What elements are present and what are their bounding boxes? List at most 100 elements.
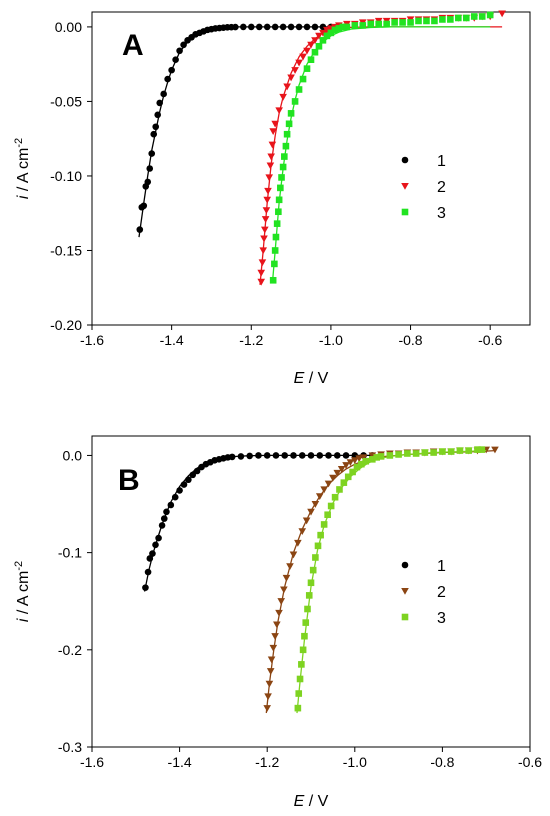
data-point	[287, 74, 295, 82]
data-point	[303, 65, 311, 72]
x-tick-label: -1.0	[343, 754, 367, 770]
data-point	[298, 528, 307, 536]
data-point	[309, 566, 317, 574]
data-point	[369, 456, 376, 463]
data-point	[323, 26, 331, 34]
data-point	[299, 53, 307, 61]
data-point	[431, 17, 438, 25]
x-axis-title: E / V	[294, 370, 329, 387]
x-tick-label: -1.2	[239, 332, 263, 348]
data-point	[267, 656, 276, 664]
data-point	[148, 150, 156, 157]
data-point	[257, 269, 266, 277]
data-point	[295, 86, 303, 93]
data-point	[375, 20, 382, 28]
data-point	[168, 66, 175, 74]
data-point	[294, 704, 302, 712]
data-point	[289, 551, 298, 559]
data-point	[343, 23, 351, 31]
data-point	[295, 690, 303, 697]
data-point	[268, 141, 277, 149]
data-point	[283, 83, 291, 91]
x-tick-label: -0.8	[430, 754, 454, 770]
data-point	[255, 23, 263, 31]
series-3	[294, 446, 487, 714]
data-point	[323, 32, 331, 40]
y-axis-title: i / A cm-2	[13, 561, 32, 622]
legend-label: 1	[437, 153, 446, 170]
legend-marker	[401, 156, 409, 164]
data-point	[263, 705, 271, 712]
data-point	[358, 460, 365, 468]
data-point	[152, 123, 160, 131]
series-2	[263, 446, 499, 714]
data-point	[296, 675, 304, 683]
data-point	[263, 23, 271, 31]
data-point	[269, 276, 277, 284]
data-point	[271, 247, 279, 254]
data-point	[171, 493, 179, 501]
data-point	[395, 451, 402, 458]
legend-marker	[401, 613, 409, 621]
data-point	[265, 174, 273, 182]
data-point	[455, 14, 462, 22]
data-point	[266, 162, 275, 170]
data-point	[373, 454, 380, 461]
data-point	[377, 453, 385, 460]
data-point	[307, 579, 315, 587]
legend-item: 2	[401, 179, 446, 196]
data-point	[317, 531, 324, 539]
data-point	[152, 541, 159, 549]
data-point	[342, 452, 350, 459]
plot-frame	[91, 435, 531, 748]
y-tick-label: -0.10	[50, 168, 82, 184]
data-point	[478, 446, 486, 453]
data-point	[160, 90, 167, 98]
data-point	[465, 447, 472, 454]
data-point	[456, 447, 464, 454]
panel-b: -1.6 -1.4 -1.2 -1.0 -0.8 -0.6 0.0 -0.1 -0.2 -0.3 E…	[13, 435, 542, 810]
data-point	[266, 668, 275, 675]
fit-curve	[138, 26, 347, 238]
data-point	[307, 508, 315, 516]
data-point	[312, 554, 319, 561]
data-point	[302, 619, 310, 626]
data-point	[260, 235, 268, 243]
data-point	[172, 56, 179, 63]
data-point	[359, 22, 367, 29]
plot-frame	[91, 11, 531, 326]
data-point	[180, 41, 187, 49]
data-point	[263, 452, 271, 459]
data-point	[271, 120, 279, 128]
series-2	[257, 10, 506, 286]
data-point	[320, 521, 328, 528]
data-point	[273, 621, 281, 629]
y-tick-label: 0.0	[63, 447, 83, 463]
data-point	[258, 259, 267, 267]
data-point	[228, 453, 236, 461]
data-point	[336, 486, 343, 493]
data-point	[319, 29, 327, 37]
y-tick-label: -0.20	[50, 317, 82, 333]
data-point	[185, 476, 192, 484]
data-point	[301, 632, 308, 640]
data-point	[415, 17, 422, 25]
data-point	[383, 20, 390, 28]
x-tick-label: -1.6	[80, 332, 104, 348]
x-tick-label: -0.6	[478, 332, 502, 348]
data-point	[346, 459, 355, 467]
data-point	[335, 25, 343, 32]
legend-item: 3	[401, 205, 446, 222]
data-point	[311, 37, 319, 45]
data-point	[327, 502, 335, 510]
data-point	[193, 467, 201, 475]
data-point	[333, 469, 342, 477]
data-point	[337, 466, 346, 473]
data-point	[281, 452, 289, 459]
data-point	[269, 128, 277, 136]
data-point	[279, 93, 287, 101]
data-point	[498, 10, 506, 18]
data-point	[311, 48, 319, 56]
data-point	[142, 584, 149, 591]
data-point	[327, 29, 335, 37]
